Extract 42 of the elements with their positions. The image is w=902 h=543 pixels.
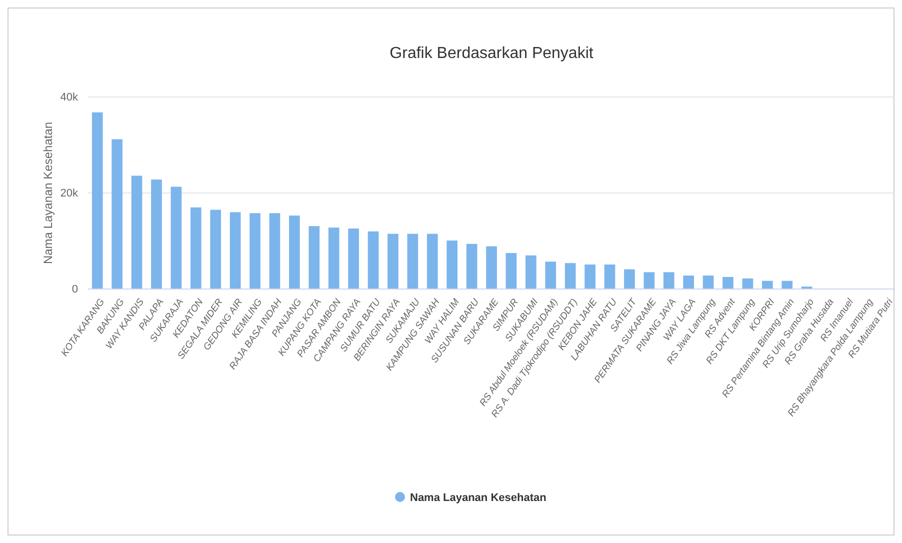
bar (762, 280, 773, 289)
bar (151, 180, 162, 289)
bar (328, 228, 340, 289)
bar (170, 186, 182, 289)
bar (308, 226, 320, 289)
bar (663, 272, 674, 289)
bar (782, 280, 793, 289)
legend-label: Nama Layanan Kesehatan (410, 492, 547, 504)
bar (466, 244, 478, 289)
bar (92, 112, 103, 289)
y-tick-label: 0 (72, 284, 78, 296)
bar (604, 264, 616, 289)
bar (644, 272, 655, 289)
bar (368, 231, 379, 289)
bar (190, 207, 202, 289)
bar (742, 278, 754, 289)
bar (584, 264, 596, 289)
bar (210, 210, 222, 289)
bar (289, 216, 300, 289)
bar (426, 234, 438, 289)
bar (486, 246, 497, 289)
y-tick-label: 40k (60, 92, 78, 104)
bar (112, 139, 122, 289)
bar (446, 240, 458, 289)
bar (624, 269, 635, 289)
bar (269, 213, 280, 289)
bar (506, 253, 517, 289)
bar (230, 212, 241, 289)
bar (545, 262, 556, 289)
bar (407, 234, 418, 289)
bar (722, 277, 734, 289)
bar (131, 176, 142, 289)
y-axis-title: Nama Layanan Kesehatan (41, 122, 55, 264)
bar (250, 213, 260, 289)
bar (388, 234, 398, 289)
bar (564, 263, 576, 289)
chart-title: Grafik Berdasarkan Penyakit (390, 45, 594, 62)
bar (525, 255, 536, 289)
y-tick-label: 20k (60, 188, 78, 200)
bar (683, 276, 694, 289)
bar (348, 228, 359, 289)
bar (702, 276, 714, 289)
